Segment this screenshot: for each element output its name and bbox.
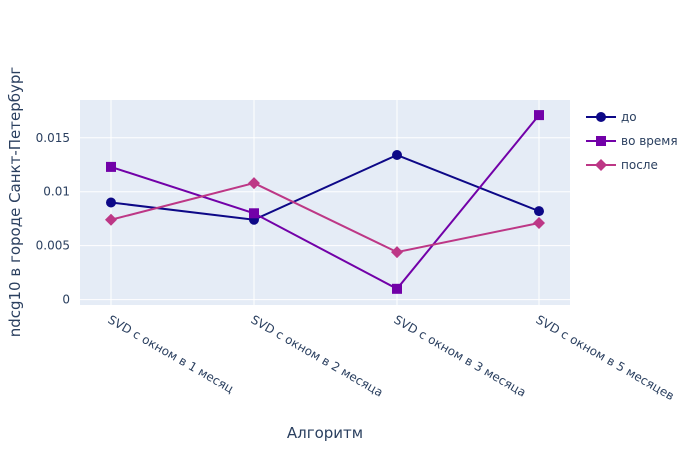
legend-marker-diamond	[595, 159, 607, 171]
series-line	[110, 114, 540, 291]
y-axis-title: ndcg10 в городе Санкт-Петербург	[6, 67, 24, 338]
y-tick-label: 0	[62, 293, 70, 307]
series-line	[110, 153, 540, 221]
data-point-circle	[534, 206, 544, 217]
y-tick-labels: 0 0.005 0.01 0.015	[36, 131, 70, 307]
y-tick-label: 0.015	[36, 131, 70, 145]
legend-label: во время	[621, 134, 678, 148]
x-tick-label: SVD с окном в 1 месяц	[106, 312, 237, 395]
series-layer	[105, 110, 545, 294]
plot-background	[80, 100, 570, 305]
x-tick-label: SVD с окном в 2 месяца	[249, 312, 386, 399]
x-tick-label: SVD с окном в 5 месяцев	[534, 312, 677, 403]
x-axis-title: Алгоритм	[287, 424, 363, 442]
legend-item[interactable]: до	[586, 110, 637, 124]
data-point-diamond	[391, 246, 403, 259]
data-point-circle	[392, 150, 402, 161]
legend-item[interactable]: после	[586, 158, 658, 172]
y-tick-label: 0.005	[36, 239, 70, 253]
x-tick-label: SVD с окном в 3 месяца	[392, 312, 529, 399]
legend-label: до	[621, 110, 637, 124]
legend-marker-square	[596, 136, 606, 146]
x-tick-labels: SVD с окном в 1 месяц SVD с окном в 2 мес…	[106, 312, 677, 403]
data-point-square	[106, 161, 116, 172]
data-point-diamond	[533, 217, 545, 229]
data-point-square	[249, 208, 259, 219]
data-point-diamond	[248, 177, 260, 190]
data-point-diamond	[105, 213, 117, 226]
legend-marker-circle	[596, 112, 606, 122]
legend[interactable]: до во время после	[586, 110, 678, 172]
legend-item[interactable]: во время	[586, 134, 678, 148]
data-point-square	[534, 110, 544, 121]
legend-label: после	[621, 158, 658, 172]
data-point-square	[392, 283, 402, 294]
series-line	[110, 182, 540, 254]
y-tick-label: 0.01	[43, 185, 70, 199]
data-point-circle	[106, 197, 116, 208]
